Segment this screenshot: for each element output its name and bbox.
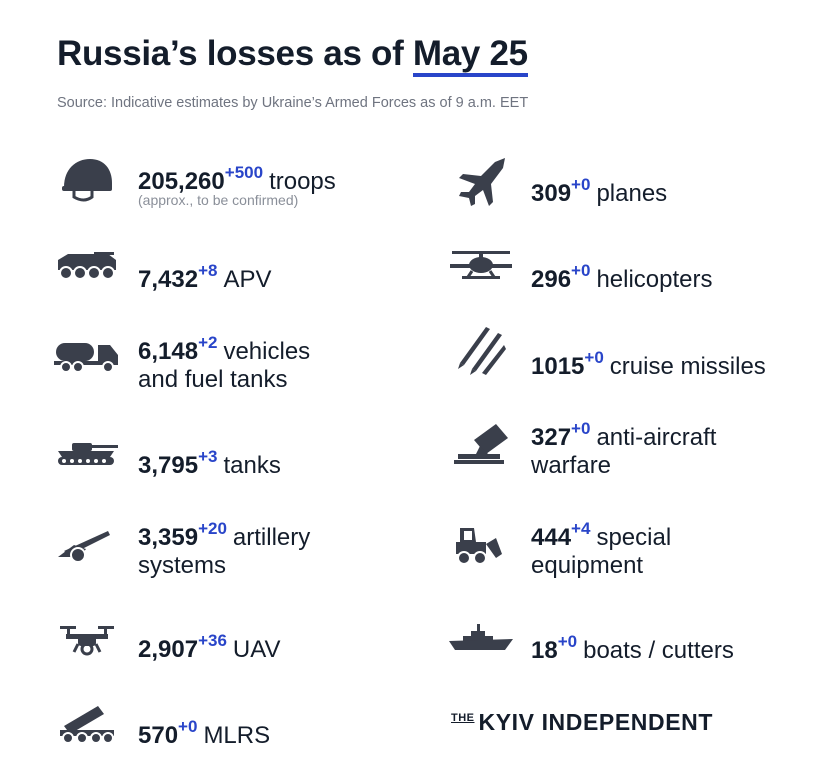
boats-delta: +0 [557, 632, 578, 651]
planes-value: 309 [531, 180, 572, 207]
tanks-label: tanks [223, 452, 281, 479]
apv-icon [54, 252, 120, 280]
vehicles-value: 6,148 [138, 338, 199, 365]
uav-value: 2,907 [138, 636, 199, 663]
brand-the: THE [451, 712, 475, 724]
boat-icon [449, 622, 513, 652]
fuel-truck-icon [54, 339, 120, 373]
helicopters-delta: +0 [571, 261, 591, 280]
anti-aircraft-stat: 327+0 anti-aircraft [531, 412, 716, 455]
missiles-icon [456, 325, 506, 377]
anti-aircraft-label: anti-aircraft [596, 424, 717, 451]
mlrs-value: 570 [138, 722, 179, 749]
special-equipment-stat: 444+4 special [531, 512, 671, 555]
title-prefix: Russia’s losses as of [57, 34, 413, 73]
brand-logo: THE KYIV INDEPENDENT [451, 709, 713, 736]
artillery-stat: 3,359+20 artillery [138, 512, 310, 555]
tanks-stat: 3,795+3 tanks [138, 440, 281, 483]
brand-name: KYIV INDEPENDENT [478, 709, 714, 735]
special-equipment-value: 444 [531, 524, 572, 551]
mlrs-icon [56, 704, 118, 744]
plane-icon [455, 156, 509, 208]
page-title: Russia’s losses as of May 25 [57, 34, 528, 77]
special-equipment-label-line2: equipment [531, 552, 644, 579]
mlrs-label: MLRS [203, 722, 271, 749]
bulldozer-icon [452, 524, 504, 566]
apv-stat: 7,432+8 APV [138, 254, 271, 297]
special-equipment-label: special [596, 524, 672, 551]
troops-value: 205,260 [138, 168, 225, 195]
mlrs-delta: +0 [178, 717, 198, 736]
troops-label: troops [269, 168, 336, 195]
artillery-delta: +20 [198, 519, 227, 538]
planes-stat: 309+0 planes [531, 168, 667, 211]
missiles-delta: +0 [584, 348, 604, 367]
helicopter-icon [450, 247, 512, 283]
artillery-value: 3,359 [138, 524, 199, 551]
drone-icon [58, 622, 116, 656]
uav-delta: +36 [198, 631, 227, 650]
vehicles-label: vehicles [223, 338, 311, 365]
vehicles-delta: +2 [198, 333, 218, 352]
missiles-label: cruise missiles [609, 353, 766, 380]
title-date: May 25 [412, 34, 528, 77]
boats-label: boats / cutters [583, 637, 734, 664]
helmet-icon [60, 157, 114, 203]
anti-aircraft-label-line2: warfare [531, 452, 612, 479]
tanks-delta: +3 [198, 447, 218, 466]
planes-delta: +0 [571, 175, 591, 194]
mlrs-stat: 570+0 MLRS [138, 710, 270, 753]
planes-label: planes [596, 180, 668, 207]
boats-value: 18 [531, 637, 558, 664]
apv-label: APV [223, 266, 272, 293]
troops-note: (approx., to be confirmed) [138, 192, 299, 208]
uav-label: UAV [232, 636, 281, 663]
apv-value: 7,432 [138, 266, 199, 293]
vehicles-label-line2: and fuel tanks [138, 366, 288, 393]
artillery-icon [56, 527, 112, 563]
vehicles-stat: 6,148+2 vehicles [138, 326, 310, 369]
source-note: Source: Indicative estimates by Ukraine’… [57, 95, 529, 111]
anti-aircraft-value: 327 [531, 424, 572, 451]
uav-stat: 2,907+36 UAV [138, 624, 280, 667]
tanks-value: 3,795 [138, 452, 199, 479]
troops-delta: +500 [224, 163, 264, 182]
missiles-value: 1015 [531, 353, 585, 380]
anti-aircraft-icon [452, 420, 510, 466]
troops-stat: 205,260+500 troops [138, 156, 336, 199]
special-equipment-delta: +4 [571, 519, 591, 538]
apv-delta: +8 [198, 261, 218, 280]
artillery-label-line2: systems [138, 552, 227, 579]
tank-icon [54, 441, 120, 467]
helicopters-label: helicopters [596, 266, 713, 293]
artillery-label: artillery [232, 524, 311, 551]
helicopters-value: 296 [531, 266, 572, 293]
missiles-stat: 1015+0 cruise missiles [531, 341, 766, 384]
anti-aircraft-delta: +0 [571, 419, 591, 438]
boats-stat: 18+0 boats / cutters [531, 625, 734, 668]
helicopters-stat: 296+0 helicopters [531, 254, 713, 297]
